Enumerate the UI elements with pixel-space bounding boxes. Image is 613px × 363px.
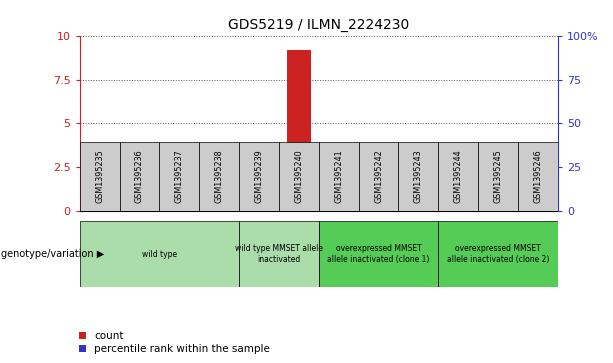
Text: GSM1395244: GSM1395244 bbox=[454, 149, 463, 203]
Text: wild type: wild type bbox=[142, 250, 177, 258]
Bar bbox=[438, 221, 558, 287]
Text: overexpressed MMSET
allele inactivated (clone 1): overexpressed MMSET allele inactivated (… bbox=[327, 244, 430, 264]
Bar bbox=[438, 142, 478, 211]
Text: overexpressed MMSET
allele inactivated (clone 2): overexpressed MMSET allele inactivated (… bbox=[447, 244, 549, 264]
Title: GDS5219 / ILMN_2224230: GDS5219 / ILMN_2224230 bbox=[228, 19, 409, 33]
Text: GSM1395245: GSM1395245 bbox=[493, 149, 503, 203]
Bar bbox=[406, 198, 430, 211]
Bar bbox=[359, 142, 398, 211]
Text: GSM1395241: GSM1395241 bbox=[334, 149, 343, 203]
Bar bbox=[239, 221, 319, 287]
Text: GSM1395238: GSM1395238 bbox=[215, 149, 224, 203]
Text: GSM1395236: GSM1395236 bbox=[135, 149, 144, 203]
Text: wild type MMSET allele
inactivated: wild type MMSET allele inactivated bbox=[235, 244, 323, 264]
Bar bbox=[295, 150, 303, 211]
Bar bbox=[239, 142, 279, 211]
Text: GSM1395242: GSM1395242 bbox=[374, 149, 383, 203]
Bar bbox=[199, 142, 239, 211]
Text: GSM1395240: GSM1395240 bbox=[294, 149, 303, 203]
Legend: count, percentile rank within the sample: count, percentile rank within the sample bbox=[78, 331, 270, 354]
Bar bbox=[319, 221, 438, 287]
Bar bbox=[367, 174, 390, 211]
Text: GSM1395246: GSM1395246 bbox=[533, 149, 543, 203]
Bar bbox=[414, 197, 422, 211]
Text: GSM1395239: GSM1395239 bbox=[254, 149, 264, 203]
Bar bbox=[518, 142, 558, 211]
Bar bbox=[80, 221, 239, 287]
Bar bbox=[279, 142, 319, 211]
Bar bbox=[319, 142, 359, 211]
Text: GSM1395237: GSM1395237 bbox=[175, 149, 184, 203]
Text: GSM1395235: GSM1395235 bbox=[95, 149, 104, 203]
Bar bbox=[478, 142, 518, 211]
Bar bbox=[159, 142, 199, 211]
Bar bbox=[287, 50, 311, 211]
Text: genotype/variation ▶: genotype/variation ▶ bbox=[1, 249, 104, 259]
Bar bbox=[80, 142, 120, 211]
Bar bbox=[398, 142, 438, 211]
Text: GSM1395243: GSM1395243 bbox=[414, 149, 423, 203]
Bar bbox=[375, 186, 383, 211]
Bar bbox=[120, 142, 159, 211]
